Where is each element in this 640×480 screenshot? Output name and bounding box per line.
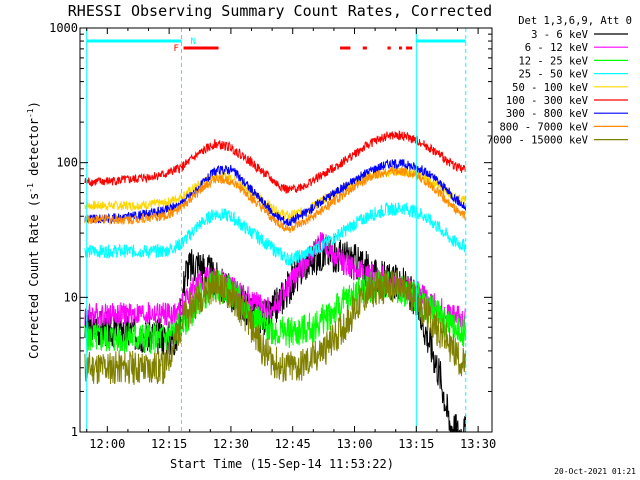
series-line-300-800-kev bbox=[84, 158, 467, 227]
y-axis-label: Corrected Count Rate (s-1 detector-1) bbox=[26, 101, 41, 359]
legend-label-3-6-kev: 3 - 6 keV bbox=[531, 29, 589, 41]
plot-frame bbox=[79, 27, 493, 433]
y-axis-label-part: Corrected Count Rate (s bbox=[27, 193, 41, 359]
overlay-layer: NF bbox=[86, 28, 467, 432]
series-line-7000-15000-kev bbox=[84, 269, 467, 385]
y-tick-label: 100 bbox=[56, 156, 78, 170]
x-tick-label: 13:15 bbox=[398, 437, 434, 451]
y-tick-label: 1 bbox=[71, 425, 78, 439]
legend-label-100-300-kev: 100 - 300 keV bbox=[506, 95, 589, 107]
y-axis-label-end: ) bbox=[27, 101, 41, 108]
x-tick-label: 12:15 bbox=[151, 437, 187, 451]
legend-label-7000-15000-kev: 7000 - 15000 keV bbox=[487, 135, 589, 147]
y-axis-label-exp1: -1 bbox=[26, 183, 35, 193]
x-tick-label: 13:30 bbox=[460, 437, 496, 451]
y-axis: 1 10 100 1000 bbox=[49, 21, 492, 439]
series-line-100-300-kev bbox=[84, 130, 466, 194]
legend-label-12-25-kev: 12 - 25 keV bbox=[518, 55, 588, 67]
x-axis: 12:00 12:15 12:30 12:45 13:00 13:15 13:30 bbox=[86, 28, 496, 451]
night-marker-label: N bbox=[190, 37, 195, 47]
x-tick-label: 12:45 bbox=[275, 437, 311, 451]
date-stamp: 20-Oct-2021 01:21 bbox=[554, 467, 636, 476]
x-tick-label: 13:00 bbox=[336, 437, 372, 451]
legend-label-25-50-kev: 25 - 50 keV bbox=[518, 69, 588, 81]
legend-label-800-7000-kev: 800 - 7000 keV bbox=[499, 121, 588, 133]
legend-label-6-12-kev: 6 - 12 keV bbox=[525, 42, 589, 54]
y-tick-label: 1000 bbox=[49, 21, 78, 35]
legend-header: Det 1,3,6,9, Att 0 bbox=[518, 15, 632, 27]
legend-label-300-800-kev: 300 - 800 keV bbox=[506, 108, 589, 120]
y-axis-label-mid: detector bbox=[27, 118, 41, 183]
series-line-800-7000-kev bbox=[84, 166, 466, 233]
x-tick-label: 12:30 bbox=[213, 437, 249, 451]
series-line-12-25-kev bbox=[84, 270, 467, 355]
x-tick-label: 12:00 bbox=[89, 437, 125, 451]
x-axis-label: Start Time (15-Sep-14 11:53:22) bbox=[170, 457, 394, 471]
legend-label-50-100-kev: 50 - 100 keV bbox=[512, 82, 589, 94]
series-layer bbox=[84, 130, 467, 433]
flare-marker-label: F bbox=[174, 44, 179, 54]
y-axis-label-exp2: -1 bbox=[26, 108, 35, 118]
chart-title: RHESSI Observing Summary Count Rates, Co… bbox=[68, 2, 492, 20]
series-line-25-50-kev bbox=[84, 201, 466, 267]
y-tick-label: 10 bbox=[64, 290, 78, 304]
